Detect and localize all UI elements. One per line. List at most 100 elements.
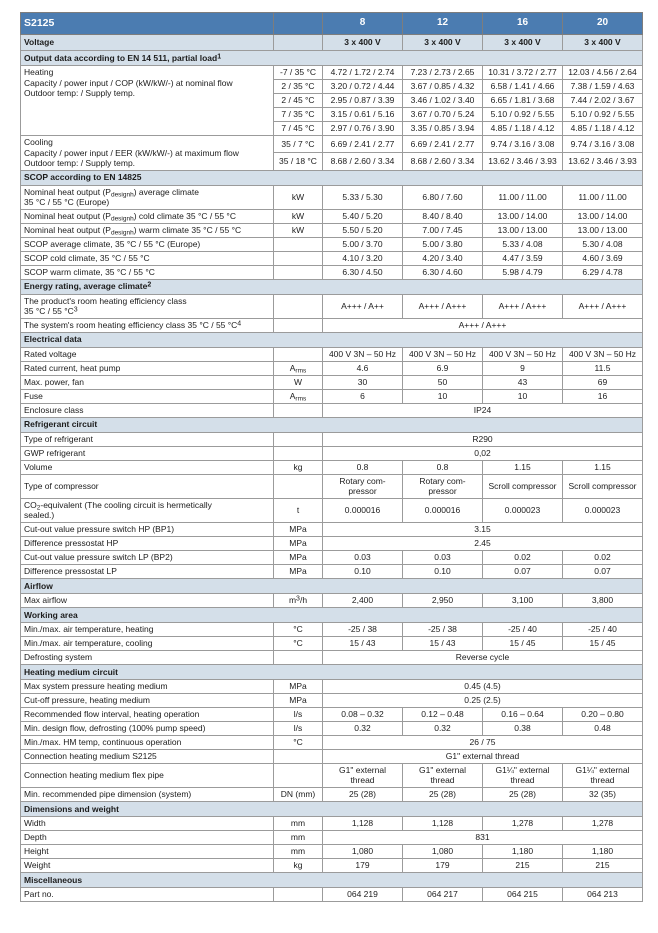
spec-value: 064 217 bbox=[402, 886, 483, 902]
spec-value: 7.44 / 2.02 / 3.67 bbox=[562, 93, 643, 108]
table-row: Difference pressostat LP MPa 0.10 0.10 0.07 0… bbox=[20, 563, 643, 579]
table-row: Output data according to EN 14 511, part… bbox=[20, 50, 643, 66]
spec-value: 4.60 / 3.69 bbox=[562, 250, 643, 266]
section-header: Working area bbox=[20, 606, 643, 623]
spec-value: G1¼" external thread bbox=[482, 762, 563, 788]
table-row: Min. design flow, defrosting (100% pump … bbox=[20, 720, 643, 736]
spec-value: 13.00 / 13.00 bbox=[482, 222, 563, 238]
spec-unit: MPa bbox=[273, 692, 323, 708]
table-row: Defrosting system Reverse cycle bbox=[20, 649, 643, 665]
spec-value: 400 V 3N – 50 Hz bbox=[562, 346, 643, 362]
table-row: Dimensions and weight bbox=[20, 800, 643, 817]
spec-value: 13.00 / 14.00 bbox=[482, 208, 563, 224]
section-header: Output data according to EN 14 511, part… bbox=[20, 50, 643, 66]
spec-value: 3,800 bbox=[562, 592, 643, 608]
condition-cell: -7 / 35 °C bbox=[273, 65, 323, 80]
spec-value: 0.38 bbox=[482, 720, 563, 736]
table-row: Connection heating medium flex pipe G1" e… bbox=[20, 762, 643, 788]
spec-label: SCOP warm climate, 35 °C / 55 °C bbox=[20, 264, 274, 280]
spec-label: Max system pressure heating medium bbox=[20, 678, 274, 694]
spec-value: 6.69 / 2.41 / 2.77 bbox=[322, 134, 403, 154]
table-row: Recommended flow interval, heating opera… bbox=[20, 706, 643, 722]
spec-value: 0.10 bbox=[402, 563, 483, 579]
table-row: Max airflow m3/h 2,400 2,950 3,100 3,800 bbox=[20, 592, 643, 608]
spec-value: 15 / 43 bbox=[322, 635, 403, 651]
spec-value: A+++ / A++ bbox=[322, 293, 403, 319]
spec-value: 6.69 / 2.41 / 2.77 bbox=[402, 134, 483, 154]
spec-value: 4.72 / 1.72 / 2.74 bbox=[322, 65, 403, 80]
table-row: Min./max. HM temp, continuous operation °… bbox=[20, 734, 643, 750]
spec-value: 5.33 / 4.08 bbox=[482, 236, 563, 252]
spec-label: Depth bbox=[20, 829, 274, 845]
spec-label: Width bbox=[20, 815, 274, 831]
spec-value-spanning: 0.45 (4.5) bbox=[322, 678, 643, 694]
table-row: Type of refrigerant R290 bbox=[20, 431, 643, 447]
spec-value: 400 V 3N – 50 Hz bbox=[322, 346, 403, 362]
spec-label: Fuse bbox=[20, 388, 274, 404]
spec-value: G1" external thread bbox=[402, 762, 483, 788]
spec-value: 16 bbox=[562, 388, 643, 404]
spec-value: 0.10 bbox=[322, 563, 403, 579]
spec-unit: W bbox=[273, 374, 323, 390]
spec-value: 0.12 – 0.48 bbox=[402, 706, 483, 722]
spec-unit: mm bbox=[273, 829, 323, 845]
spec-unit bbox=[273, 236, 323, 252]
spec-label: Cooling Capacity / power input / EER (kW/… bbox=[20, 135, 274, 171]
table-row: Min./max. air temperature, heating °C -25 … bbox=[20, 621, 643, 637]
spec-unit bbox=[273, 473, 323, 499]
spec-value: 0.48 bbox=[562, 720, 643, 736]
spec-value: 6.80 / 7.60 bbox=[402, 184, 483, 210]
spec-unit: l/s bbox=[273, 720, 323, 736]
table-row: CO2-equivalent (The cooling circuit is h… bbox=[20, 497, 643, 523]
spec-label: Difference pressostat HP bbox=[20, 535, 274, 551]
spec-value: 6.65 / 1.81 / 3.68 bbox=[482, 93, 563, 108]
table-row: Depth mm 831 bbox=[20, 829, 643, 845]
spec-value: 6 bbox=[322, 388, 403, 404]
table-row: Type of compressor Rotary com-pressor Rota… bbox=[20, 473, 643, 499]
spec-unit bbox=[273, 346, 323, 362]
spec-value: 6.30 / 4.60 bbox=[402, 264, 483, 280]
table-row: Heating medium circuit bbox=[20, 663, 643, 680]
section-header: SCOP according to EN 14825 bbox=[20, 169, 643, 186]
spec-value: 13.00 / 13.00 bbox=[562, 222, 643, 238]
spec-unit: Arms bbox=[273, 360, 323, 376]
table-row: Min. recommended pipe dimension (system)… bbox=[20, 786, 643, 802]
spec-value: 5.10 / 0.92 / 5.55 bbox=[482, 107, 563, 122]
table-row: Rated voltage 400 V 3N – 50 Hz 400 V 3N – … bbox=[20, 346, 643, 362]
spec-value: 4.47 / 3.59 bbox=[482, 250, 563, 266]
table-row: Difference pressostat HP MPa 2.45 bbox=[20, 535, 643, 551]
spec-label: Min. design flow, defrosting (100% pump … bbox=[20, 720, 274, 736]
spec-value: 11.5 bbox=[562, 360, 643, 376]
spec-value: G1¼" external thread bbox=[562, 762, 643, 788]
table-row: SCOP according to EN 14825 bbox=[20, 169, 643, 186]
spec-unit bbox=[273, 431, 323, 447]
table-row: Heating Capacity / power input / COP (kW/… bbox=[20, 65, 643, 136]
spec-value: 0.8 bbox=[322, 459, 403, 475]
spec-value: 1,128 bbox=[322, 815, 403, 831]
spec-value: 1,278 bbox=[482, 815, 563, 831]
spec-unit bbox=[273, 886, 323, 902]
table-row: Min./max. air temperature, cooling °C 15 /… bbox=[20, 635, 643, 651]
spec-value: 9.74 / 3.16 / 3.08 bbox=[482, 134, 563, 154]
spec-value: 4.20 / 3.40 bbox=[402, 250, 483, 266]
spec-value: 0.32 bbox=[322, 720, 403, 736]
spec-label: Part no. bbox=[20, 886, 274, 902]
column-header: 12 bbox=[402, 12, 483, 35]
spec-value: 0.000016 bbox=[402, 497, 483, 523]
spec-unit: °C bbox=[273, 635, 323, 651]
spec-value: 0.07 bbox=[562, 563, 643, 579]
spec-value: 1,180 bbox=[482, 843, 563, 859]
table-row: Volume kg 0.8 0.8 1.15 1.15 bbox=[20, 459, 643, 475]
table-row: 2 / 35 °C 3.20 / 0.72 / 4.44 3.67 / 0.85 /… bbox=[21, 79, 643, 94]
spec-unit: MPa bbox=[273, 535, 323, 551]
section-header: Airflow bbox=[20, 577, 643, 594]
spec-value: 1,080 bbox=[322, 843, 403, 859]
voltage-value: 3 x 400 V bbox=[402, 34, 483, 51]
spec-value: 215 bbox=[482, 857, 563, 873]
spec-value: -25 / 38 bbox=[402, 621, 483, 637]
table-row: SCOP cold climate, 35 °C / 55 °C 4.10 / 3… bbox=[20, 250, 643, 266]
spec-value: 1.15 bbox=[562, 459, 643, 475]
spec-value: 1.15 bbox=[482, 459, 563, 475]
table-row: Enclosure class IP24 bbox=[20, 402, 643, 418]
table-row: Fuse Arms 6 10 10 16 bbox=[20, 388, 643, 404]
